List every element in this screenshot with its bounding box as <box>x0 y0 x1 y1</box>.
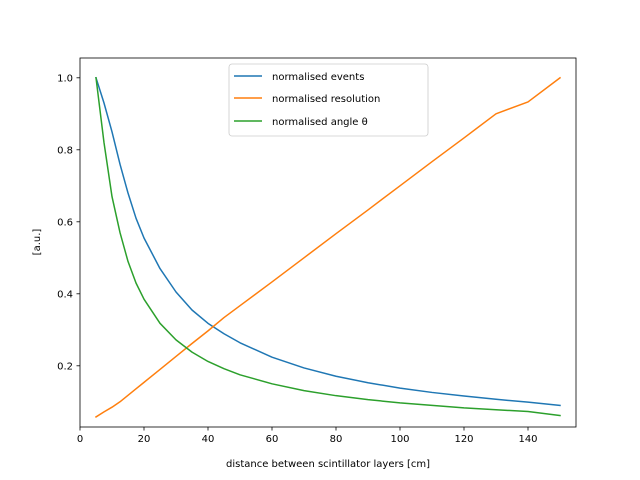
y-axis-label: [a.u.] <box>32 229 43 256</box>
x-tick-label: 100 <box>390 434 409 445</box>
y-tick-label: 0.2 <box>57 361 73 372</box>
y-tick-label: 0.8 <box>57 145 73 156</box>
series-line-1 <box>94 76 562 418</box>
plot-lines <box>94 76 562 418</box>
x-tick-label: 80 <box>330 434 343 445</box>
x-tick-label: 60 <box>266 434 279 445</box>
x-axis-label: distance between scintillator layers [cm… <box>226 459 430 470</box>
y-tick-label: 0.4 <box>57 289 73 300</box>
x-tick-label: 20 <box>138 434 151 445</box>
series-line-2 <box>95 76 561 417</box>
legend-label-resolution: normalised resolution <box>272 94 380 105</box>
series-line-0 <box>95 76 561 407</box>
legend: normalised events normalised resolution … <box>228 63 429 137</box>
y-tick-label: 0.6 <box>57 217 73 228</box>
legend-label-events: normalised events <box>272 72 364 83</box>
y-axis-ticks: 0.2 0.4 0.6 0.8 1.0 <box>57 73 80 372</box>
legend-box <box>228 63 429 137</box>
x-tick-label: 140 <box>518 434 537 445</box>
y-tick-label: 1.0 <box>57 73 73 84</box>
x-axis-ticks: 0 20 40 60 80 100 120 140 <box>77 427 538 445</box>
x-tick-label: 40 <box>202 434 215 445</box>
x-tick-label: 120 <box>454 434 473 445</box>
legend-label-angle: normalised angle θ <box>272 117 368 128</box>
x-tick-label: 0 <box>77 434 83 445</box>
plot-frame <box>79 57 577 428</box>
